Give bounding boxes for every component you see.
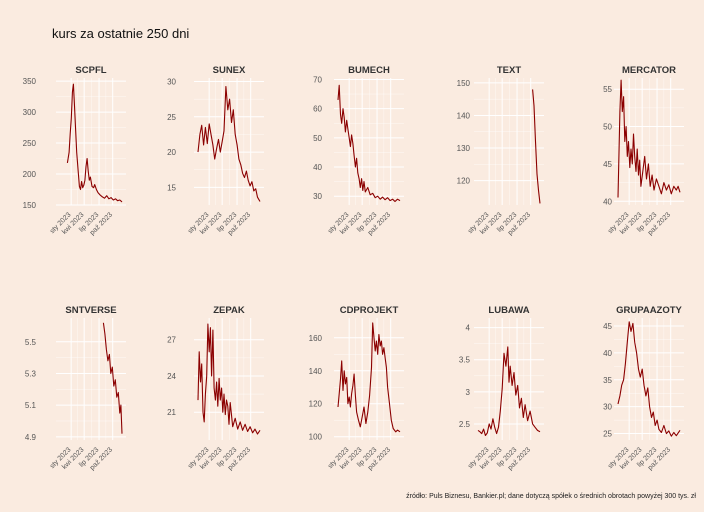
- panel-title: SNTVERSE: [65, 305, 116, 316]
- y-tick-label: 35: [603, 376, 612, 385]
- price-line: [337, 84, 401, 203]
- y-tick-label: 140: [457, 111, 471, 120]
- y-tick-label: 150: [23, 201, 37, 210]
- panel-title: ZEPAK: [213, 305, 245, 316]
- y-tick-label: 3.5: [459, 356, 471, 365]
- y-tick-label: 20: [167, 148, 176, 157]
- panel-title: BUMECH: [348, 65, 390, 76]
- source-caption: źródło: Puls Biznesu, Bankier.pl; dane d…: [406, 493, 696, 500]
- y-tick-label: 30: [313, 192, 322, 201]
- y-tick-label: 5.1: [25, 401, 37, 410]
- y-tick-label: 30: [167, 78, 176, 87]
- y-tick-label: 350: [23, 77, 37, 86]
- y-tick-label: 130: [457, 144, 471, 153]
- y-tick-label: 45: [603, 160, 612, 169]
- y-tick-label: 25: [603, 430, 612, 439]
- price-line: [197, 85, 261, 202]
- y-tick-label: 5.3: [25, 369, 37, 378]
- y-tick-label: 160: [309, 334, 323, 343]
- y-tick-label: 45: [603, 322, 612, 331]
- y-tick-label: 250: [23, 139, 37, 148]
- panel-title: SUNEX: [213, 65, 246, 76]
- y-tick-label: 300: [23, 108, 37, 117]
- y-tick-label: 5.5: [25, 338, 37, 347]
- y-tick-label: 3: [466, 388, 471, 397]
- y-tick-label: 100: [309, 433, 323, 442]
- y-tick-label: 55: [603, 85, 612, 94]
- price-line: [66, 83, 123, 203]
- panel-title: CDPROJEKT: [340, 305, 399, 316]
- y-tick-label: 140: [309, 367, 323, 376]
- y-tick-label: 4: [466, 324, 471, 333]
- panel-title: GRUPAAZOTY: [616, 305, 682, 316]
- panel-title: SCPFL: [75, 65, 106, 76]
- y-tick-label: 24: [167, 372, 176, 381]
- y-tick-label: 40: [313, 163, 322, 172]
- price-line: [477, 346, 541, 437]
- panel-title: MERCATOR: [622, 65, 676, 76]
- price-line: [197, 323, 261, 435]
- y-tick-label: 21: [167, 408, 176, 417]
- y-tick-label: 30: [603, 403, 612, 412]
- y-tick-label: 4.9: [25, 433, 37, 442]
- y-tick-label: 60: [313, 105, 322, 114]
- y-tick-label: 40: [603, 197, 612, 206]
- panel-title: LUBAWA: [488, 305, 529, 316]
- y-tick-label: 70: [313, 75, 322, 84]
- price-line: [337, 322, 401, 433]
- price-line: [617, 79, 681, 198]
- y-tick-label: 15: [167, 183, 176, 192]
- price-line: [102, 322, 123, 434]
- y-tick-label: 50: [603, 123, 612, 132]
- y-tick-label: 27: [167, 336, 176, 345]
- price-line: [532, 89, 541, 204]
- page-title: kurs za ostatnie 250 dni: [52, 26, 190, 41]
- y-tick-label: 150: [457, 79, 471, 88]
- y-tick-label: 25: [167, 113, 176, 122]
- y-tick-label: 200: [23, 170, 37, 179]
- y-tick-label: 50: [313, 134, 322, 143]
- y-tick-label: 120: [457, 177, 471, 186]
- y-tick-label: 120: [309, 400, 323, 409]
- y-tick-label: 2.5: [459, 420, 471, 429]
- price-line: [617, 321, 681, 437]
- panel-title: TEXT: [497, 65, 521, 76]
- y-tick-label: 40: [603, 349, 612, 358]
